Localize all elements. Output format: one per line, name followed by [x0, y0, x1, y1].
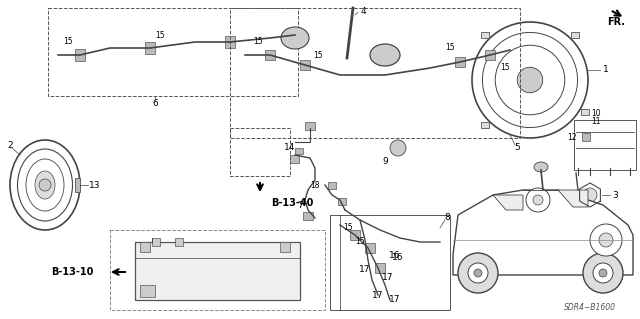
Text: 13: 13 — [89, 181, 100, 189]
Bar — [225, 36, 235, 48]
Text: 4: 4 — [360, 8, 366, 17]
Text: 16: 16 — [392, 254, 404, 263]
Bar — [582, 133, 590, 141]
Ellipse shape — [281, 27, 309, 49]
Circle shape — [599, 269, 607, 277]
Bar — [574, 120, 636, 170]
Text: FR.: FR. — [607, 17, 625, 27]
Bar — [265, 50, 275, 60]
Bar — [455, 57, 465, 67]
Polygon shape — [453, 190, 633, 275]
Text: 7: 7 — [297, 201, 303, 210]
Bar — [110, 230, 325, 310]
Text: 17: 17 — [372, 291, 384, 300]
Bar — [485, 50, 495, 60]
Text: 15: 15 — [253, 38, 263, 47]
Polygon shape — [558, 190, 588, 207]
Circle shape — [495, 45, 564, 115]
Bar — [330, 215, 450, 310]
Text: 17: 17 — [389, 295, 401, 305]
Text: 15: 15 — [155, 31, 165, 40]
Circle shape — [533, 195, 543, 205]
Text: 9: 9 — [382, 158, 388, 167]
Text: 5: 5 — [514, 144, 520, 152]
Bar — [48, 8, 298, 96]
Circle shape — [583, 253, 623, 293]
Ellipse shape — [534, 162, 548, 172]
Text: 11: 11 — [591, 116, 601, 125]
Text: 12: 12 — [567, 132, 577, 142]
Bar — [140, 242, 150, 252]
Text: 17: 17 — [382, 273, 394, 283]
Bar — [415, 237, 425, 247]
Text: 14: 14 — [284, 144, 296, 152]
Bar — [328, 182, 336, 189]
Bar — [350, 230, 360, 240]
Circle shape — [390, 140, 406, 156]
Text: SDR4−B1600: SDR4−B1600 — [564, 303, 616, 313]
Circle shape — [468, 263, 488, 283]
Text: 2: 2 — [7, 140, 13, 150]
Text: 6: 6 — [152, 100, 158, 108]
Bar — [375, 225, 385, 235]
Bar — [363, 255, 373, 265]
Bar — [230, 128, 290, 176]
Text: 17: 17 — [359, 265, 371, 275]
Circle shape — [599, 233, 613, 247]
Bar — [290, 155, 299, 163]
Ellipse shape — [17, 149, 72, 221]
Bar — [230, 8, 520, 138]
Bar — [135, 242, 300, 300]
Circle shape — [474, 269, 482, 277]
Bar — [152, 238, 160, 246]
Bar — [369, 273, 379, 283]
Circle shape — [517, 67, 543, 93]
Text: 15: 15 — [313, 50, 323, 60]
Circle shape — [472, 22, 588, 138]
Circle shape — [593, 263, 613, 283]
Bar — [295, 148, 303, 154]
Bar — [140, 285, 155, 297]
Circle shape — [458, 253, 498, 293]
Polygon shape — [493, 195, 523, 210]
Bar — [580, 108, 589, 115]
Bar — [375, 263, 385, 273]
Circle shape — [483, 33, 577, 128]
Bar — [175, 238, 183, 246]
Bar — [145, 42, 155, 54]
Text: B-13-40: B-13-40 — [271, 198, 314, 208]
Bar — [303, 212, 313, 220]
Text: 1: 1 — [603, 65, 609, 75]
Text: 15: 15 — [355, 238, 365, 247]
Text: 8: 8 — [444, 213, 450, 222]
Bar — [481, 122, 490, 128]
Text: B-13-10: B-13-10 — [51, 267, 93, 277]
Text: 15: 15 — [445, 43, 455, 53]
Text: 15: 15 — [63, 38, 73, 47]
Bar — [305, 122, 315, 130]
Bar — [280, 242, 290, 252]
Ellipse shape — [35, 171, 55, 199]
Text: 3: 3 — [612, 190, 618, 199]
Ellipse shape — [26, 159, 64, 211]
Ellipse shape — [10, 140, 80, 230]
Circle shape — [526, 188, 550, 212]
Bar — [75, 178, 80, 192]
Text: 15: 15 — [500, 63, 510, 72]
Text: 10: 10 — [591, 109, 601, 118]
Bar — [75, 49, 85, 61]
Text: 15: 15 — [343, 224, 353, 233]
Ellipse shape — [370, 44, 400, 66]
Text: 18: 18 — [310, 181, 320, 189]
Bar — [338, 198, 346, 205]
Bar — [365, 243, 375, 253]
Circle shape — [39, 179, 51, 191]
Bar — [481, 33, 490, 39]
Bar — [570, 33, 579, 39]
Text: 16: 16 — [389, 250, 401, 259]
Circle shape — [590, 224, 622, 256]
Circle shape — [583, 188, 597, 202]
Bar — [300, 60, 310, 70]
